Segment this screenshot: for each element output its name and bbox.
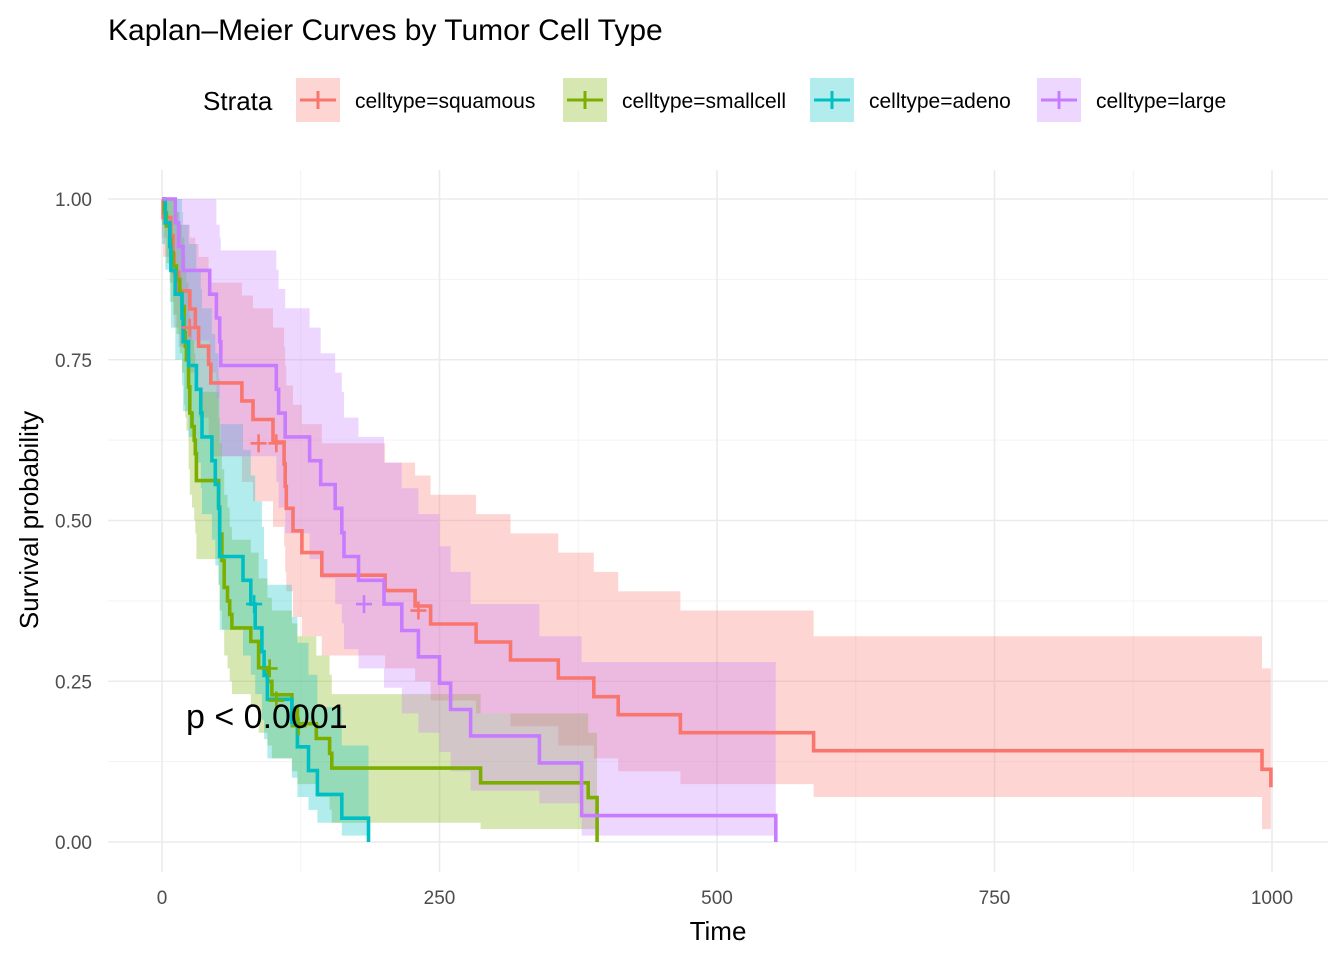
chart-title: Kaplan–Meier Curves by Tumor Cell Type [108,14,663,47]
y-tick-label: 0.75 [55,351,92,372]
x-axis-title: Time [690,916,747,946]
censor-mark [181,318,198,337]
legend-title: Strata [203,86,273,116]
censor-mark [268,434,285,453]
legend-label: celltype=adeno [869,90,1011,113]
censor-mark [246,595,263,614]
y-tick-label: 1.00 [55,190,92,211]
x-tick-label: 500 [701,888,733,909]
censor-mark [410,601,427,620]
tick-labels: 0 250 500 750 1000 0.00 0.25 0.50 0.75 1.00 [55,190,1293,909]
x-tick-label: 250 [424,888,456,909]
censor-mark [290,717,307,736]
x-tick-label: 750 [979,888,1011,909]
y-axis-title: Survival probability [14,411,44,629]
censor-mark [356,595,373,614]
p-value-annotation: p < 0.0001 [186,698,348,736]
legend-label: celltype=large [1096,90,1226,113]
y-tick-label: 0.50 [55,512,92,533]
y-tick-label: 0.25 [55,672,92,693]
y-tick-label: 0.00 [55,833,92,854]
legend-label: celltype=squamous [355,90,535,113]
censor-mark [250,434,267,453]
legend: Strata celltype=squamous celltype=smallce… [203,78,1226,122]
confidence-band [162,199,776,842]
censor-mark [261,659,278,678]
legend-label: celltype=smallcell [622,90,786,113]
x-tick-label: 1000 [1251,888,1293,909]
survival-curve [162,197,778,842]
x-tick-label: 0 [157,888,168,909]
censor-marks [181,318,427,736]
censor-mark [268,691,285,710]
survival-curve [161,197,1273,788]
confidence-band [162,199,369,842]
